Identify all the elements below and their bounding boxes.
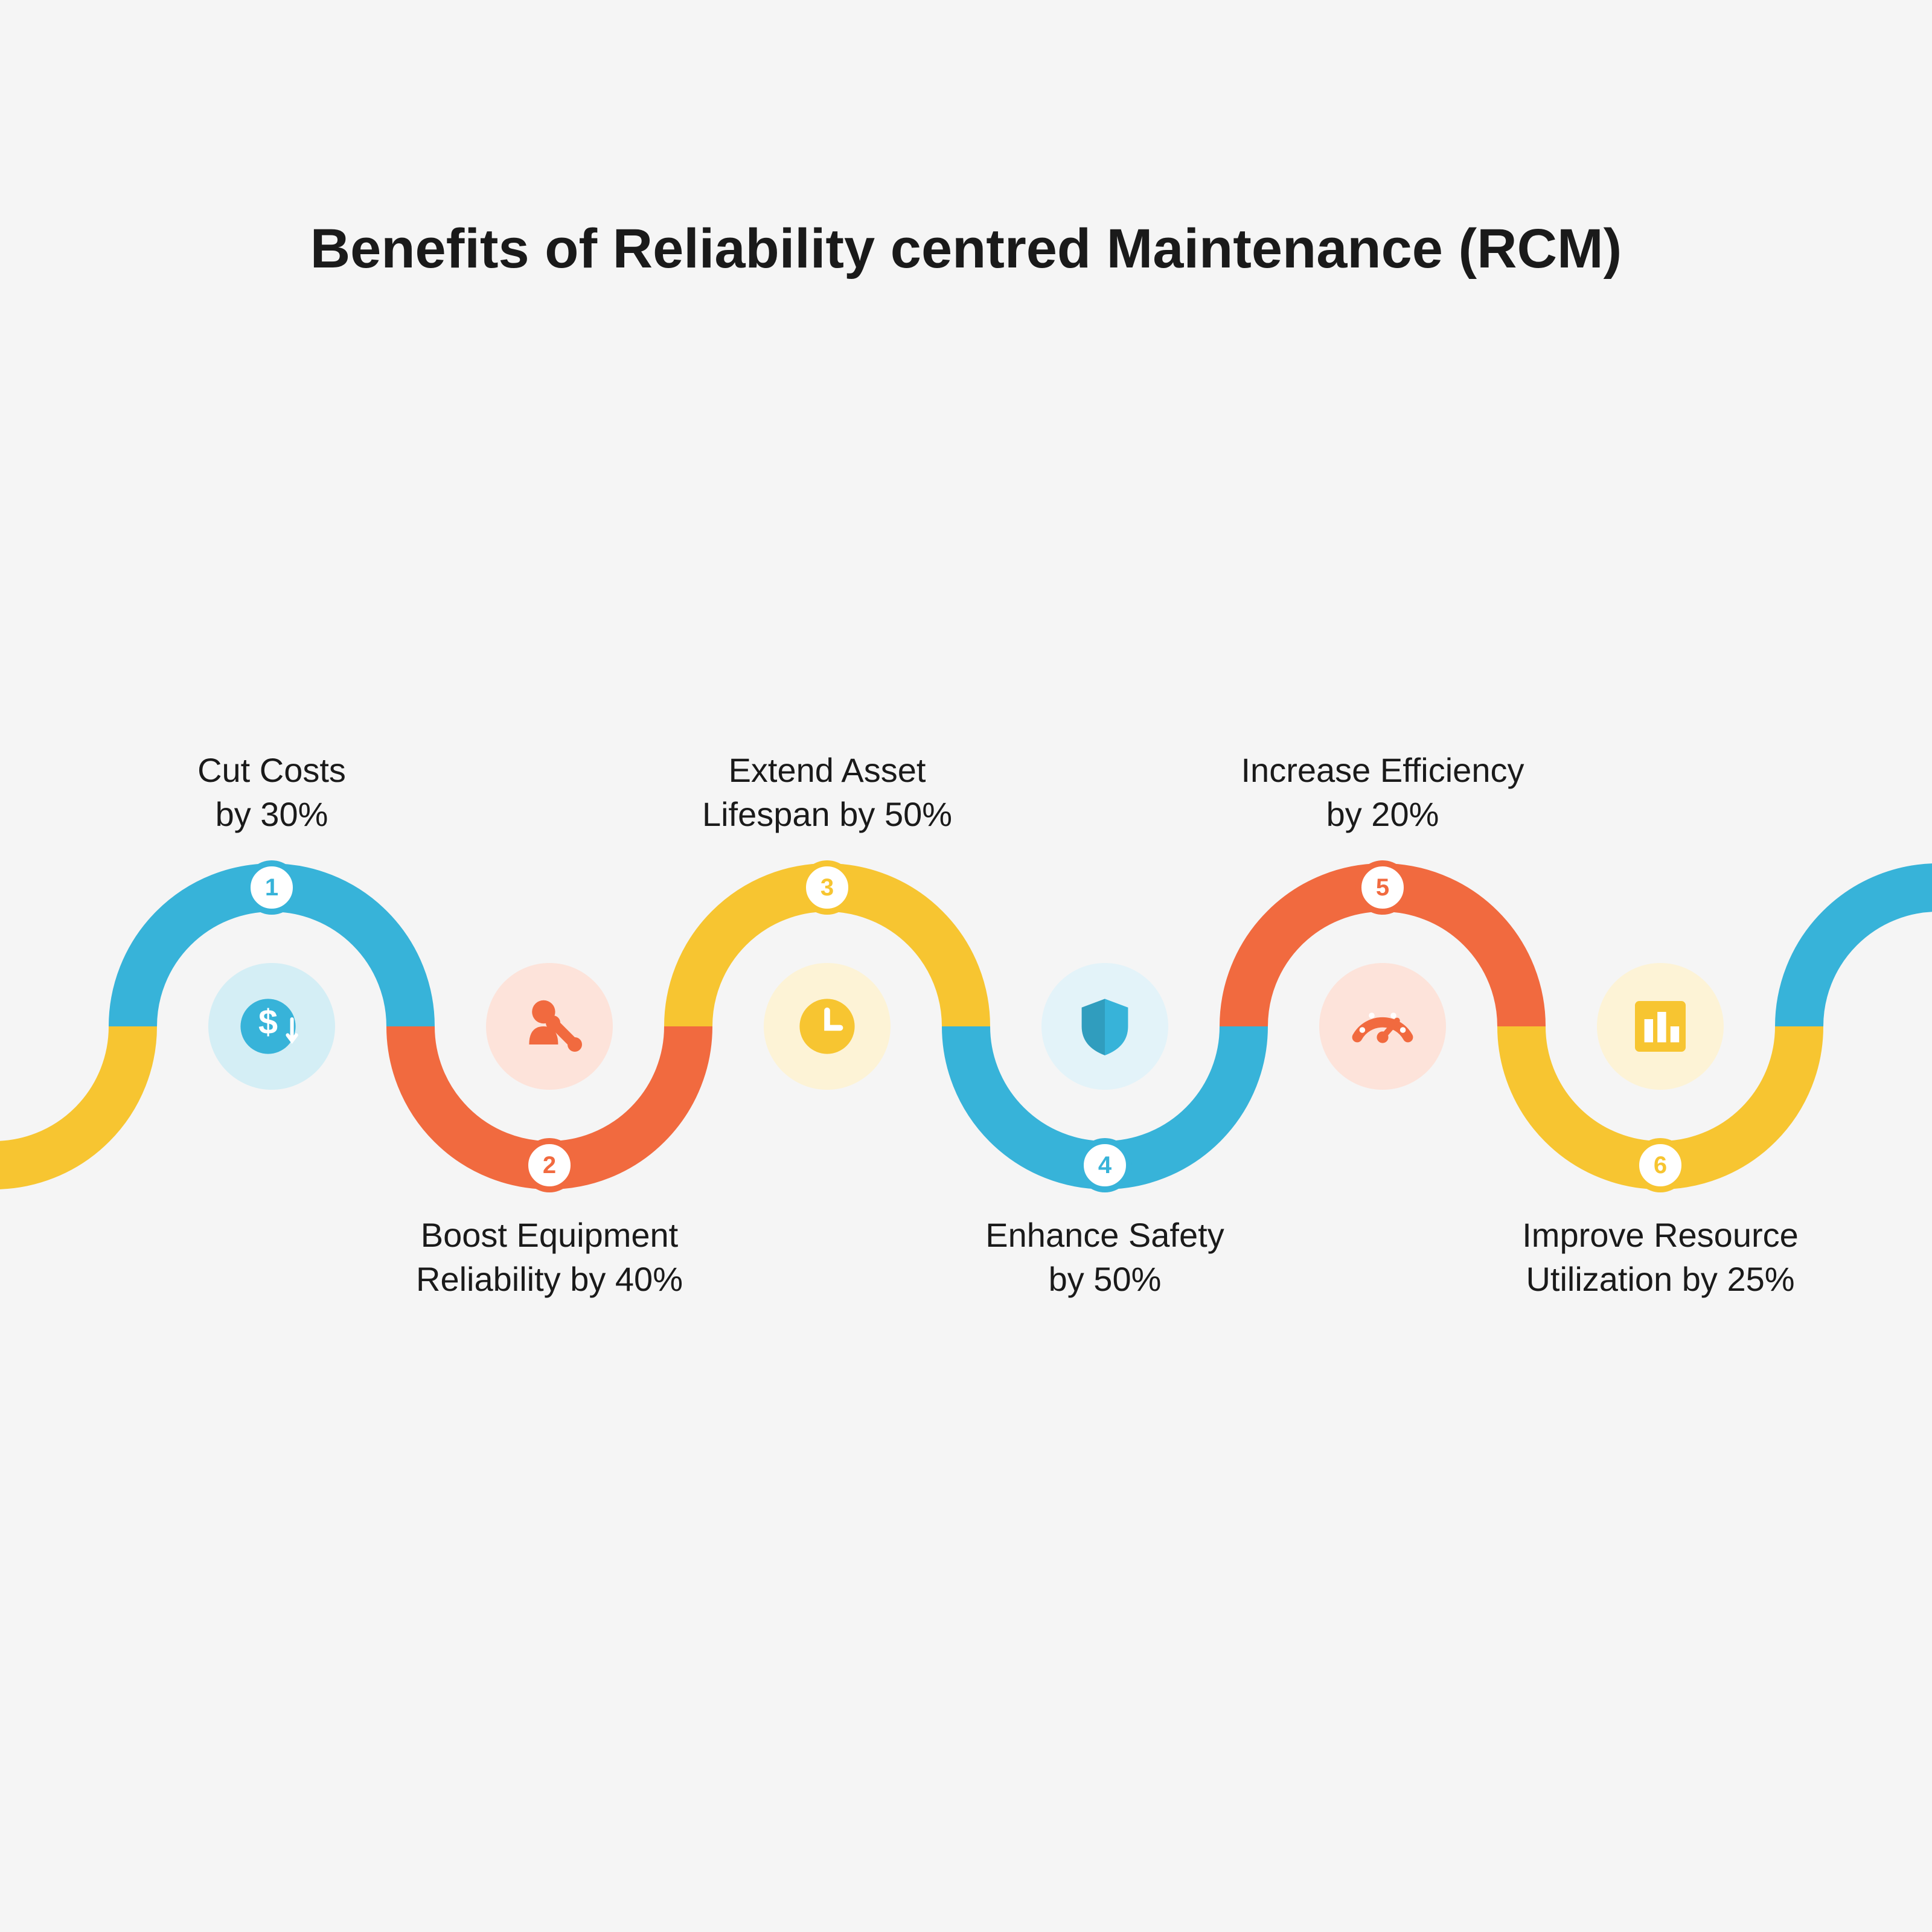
step-label-5: Increase Efficiency by 20% [1238,749,1527,837]
step-badge-2: 2 [522,1138,577,1192]
step-label-6: Improve Resource Utilization by 25% [1515,1214,1805,1302]
wrench-person-icon [486,963,613,1090]
step-label-line2: by 30% [216,795,328,833]
step-badge-3: 3 [800,860,854,915]
wave-infographic: $1Cut Costsby 30%2Boost EquipmentReliabi… [0,785,1932,1268]
step-label-line1: Cut Costs [197,751,346,789]
svg-text:$: $ [258,1003,278,1041]
step-badge-1: 1 [245,860,299,915]
step-label-line1: Extend Asset [729,751,926,789]
step-label-line1: Increase Efficiency [1241,751,1524,789]
dollar-icon: $ [208,963,335,1090]
step-badge-6: 6 [1633,1138,1687,1192]
step-label-line2: Utilization by 25% [1526,1260,1794,1298]
bars-icon [1597,963,1724,1090]
step-label-line2: Reliability by 40% [416,1260,683,1298]
step-label-line2: Lifespan by 50% [702,795,952,833]
step-badge-4: 4 [1078,1138,1132,1192]
clock-icon [764,963,891,1090]
page-title: Benefits of Reliability centred Maintena… [0,217,1932,281]
step-label-3: Extend Asset Lifespan by 50% [682,749,972,837]
step-badge-5: 5 [1355,860,1410,915]
step-label-4: Enhance Safety by 50% [960,1214,1250,1302]
step-label-2: Boost Equipment Reliability by 40% [405,1214,694,1302]
step-label-line1: Boost Equipment [421,1216,678,1254]
gauge-icon [1319,963,1446,1090]
step-label-line2: by 50% [1049,1260,1162,1298]
shield-icon [1041,963,1168,1090]
step-label-line1: Improve Resource [1522,1216,1799,1254]
step-label-line2: by 20% [1326,795,1439,833]
step-label-1: Cut Costs by 30% [127,749,417,837]
step-label-line1: Enhance Safety [985,1216,1224,1254]
